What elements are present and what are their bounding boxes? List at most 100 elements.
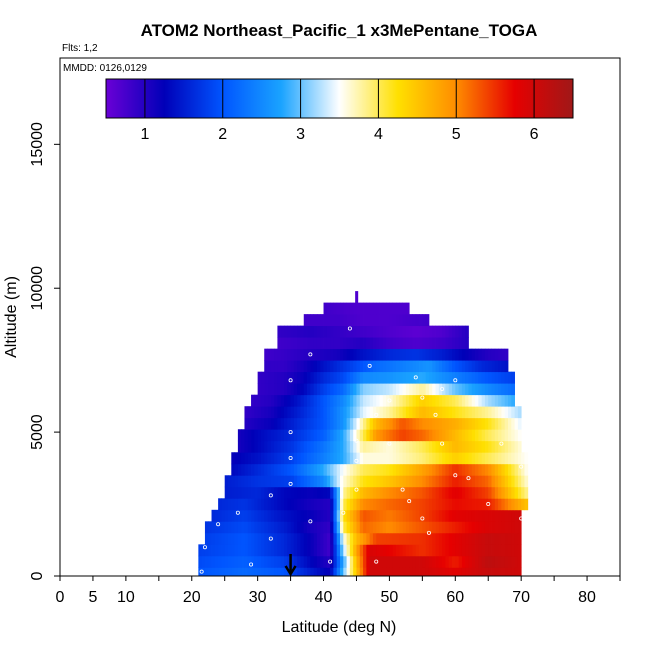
heatmap-cell <box>498 440 502 453</box>
heatmap-cell <box>307 532 311 545</box>
heatmap-cell <box>221 544 226 557</box>
heatmap-cell <box>297 440 301 453</box>
heatmap-cell <box>481 544 486 557</box>
heatmap-cell <box>340 360 344 373</box>
heatmap-cell <box>234 486 239 499</box>
heatmap-cell <box>471 394 476 407</box>
heatmap-cell <box>234 544 239 557</box>
heatmap-cell <box>379 544 384 557</box>
heatmap-cell <box>399 417 403 430</box>
heatmap-cell <box>356 394 361 407</box>
heatmap-cell <box>399 463 403 476</box>
heatmap-cell <box>363 371 367 384</box>
heatmap-cell <box>508 394 512 407</box>
heatmap-cell <box>448 440 453 453</box>
heatmap-cell <box>504 371 509 384</box>
heatmap-cell <box>402 509 407 522</box>
heatmap-cell <box>501 498 506 511</box>
heatmap-cell <box>241 567 245 576</box>
heatmap-cell <box>270 509 275 522</box>
heatmap-cell <box>307 498 311 511</box>
heatmap-cell <box>396 383 400 396</box>
heatmap-cell <box>396 337 400 350</box>
heatmap-cell <box>297 521 301 534</box>
heatmap-cell <box>386 360 390 373</box>
heatmap-cell <box>224 544 229 557</box>
heatmap-cell <box>346 440 351 453</box>
heatmap-cell <box>409 337 413 350</box>
heatmap-cell <box>514 544 519 557</box>
heatmap-cell <box>386 486 390 499</box>
x-tick-label: 70 <box>512 589 530 606</box>
heatmap-cell <box>372 348 377 361</box>
heatmap-cell <box>221 509 226 522</box>
heatmap-cell <box>376 348 380 361</box>
heatmap-cell <box>366 348 371 361</box>
heatmap-cell <box>382 440 387 453</box>
heatmap-cell <box>504 383 509 396</box>
heatmap-cell <box>257 463 262 476</box>
heatmap-cell <box>452 337 456 350</box>
heatmap-cell <box>307 486 311 499</box>
heatmap-cell <box>422 440 427 453</box>
heatmap-cell <box>465 452 469 465</box>
heatmap-cell <box>355 291 359 304</box>
heatmap-cell <box>320 348 324 361</box>
heatmap-cell <box>475 417 479 430</box>
heatmap-cell <box>366 463 371 476</box>
heatmap-cell <box>280 337 285 350</box>
heatmap-cell <box>241 532 245 545</box>
heatmap-cell <box>356 509 361 522</box>
heatmap-cell <box>389 337 394 350</box>
heatmap-cell <box>514 417 519 430</box>
heatmap-cell <box>277 406 282 419</box>
heatmap-cell <box>475 532 479 545</box>
heatmap-cell <box>465 555 469 568</box>
heatmap-cell <box>363 406 367 419</box>
heatmap-cell <box>484 509 489 522</box>
heatmap-cell <box>297 383 301 396</box>
heatmap-cell <box>257 440 262 453</box>
heatmap-cell <box>386 544 390 557</box>
heatmap-cell <box>438 544 443 557</box>
heatmap-cell <box>498 521 502 534</box>
sample-point <box>440 441 445 446</box>
heatmap-cell <box>323 509 328 522</box>
heatmap-cell <box>396 555 400 568</box>
heatmap-cell <box>402 337 407 350</box>
heatmap-cell <box>218 532 222 545</box>
heatmap-cell <box>405 463 410 476</box>
heatmap-cell <box>452 348 456 361</box>
heatmap-cell <box>438 337 443 350</box>
heatmap-cell <box>517 555 522 568</box>
heatmap-cell <box>412 486 417 499</box>
heatmap-cell <box>481 360 486 373</box>
heatmap-cell <box>326 417 331 430</box>
heatmap-cell <box>389 440 394 453</box>
heatmap-cell <box>316 498 321 511</box>
heatmap-cell <box>267 383 272 396</box>
heatmap-cell <box>415 475 420 488</box>
heatmap-cell <box>448 521 453 534</box>
heatmap-cell <box>333 302 338 315</box>
heatmap-cell <box>494 394 499 407</box>
heatmap-cell <box>320 509 324 522</box>
heatmap-cell <box>445 360 450 373</box>
heatmap-cell <box>382 417 387 430</box>
heatmap-cell <box>257 544 262 557</box>
heatmap-cell <box>346 555 351 568</box>
heatmap-cell <box>386 417 390 430</box>
heatmap-cell <box>386 429 390 442</box>
heatmap-cell <box>323 325 328 338</box>
heatmap-cell <box>204 521 209 534</box>
heatmap-cell <box>336 521 341 534</box>
heatmap-cell <box>297 371 301 384</box>
heatmap-cell <box>277 555 282 568</box>
heatmap-cell <box>260 509 265 522</box>
heatmap-cell <box>326 463 331 476</box>
sample-point <box>374 412 379 417</box>
heatmap-cell <box>303 429 308 442</box>
heatmap-cell <box>402 406 407 419</box>
heatmap-cell <box>313 383 318 396</box>
heatmap-cell <box>425 463 430 476</box>
